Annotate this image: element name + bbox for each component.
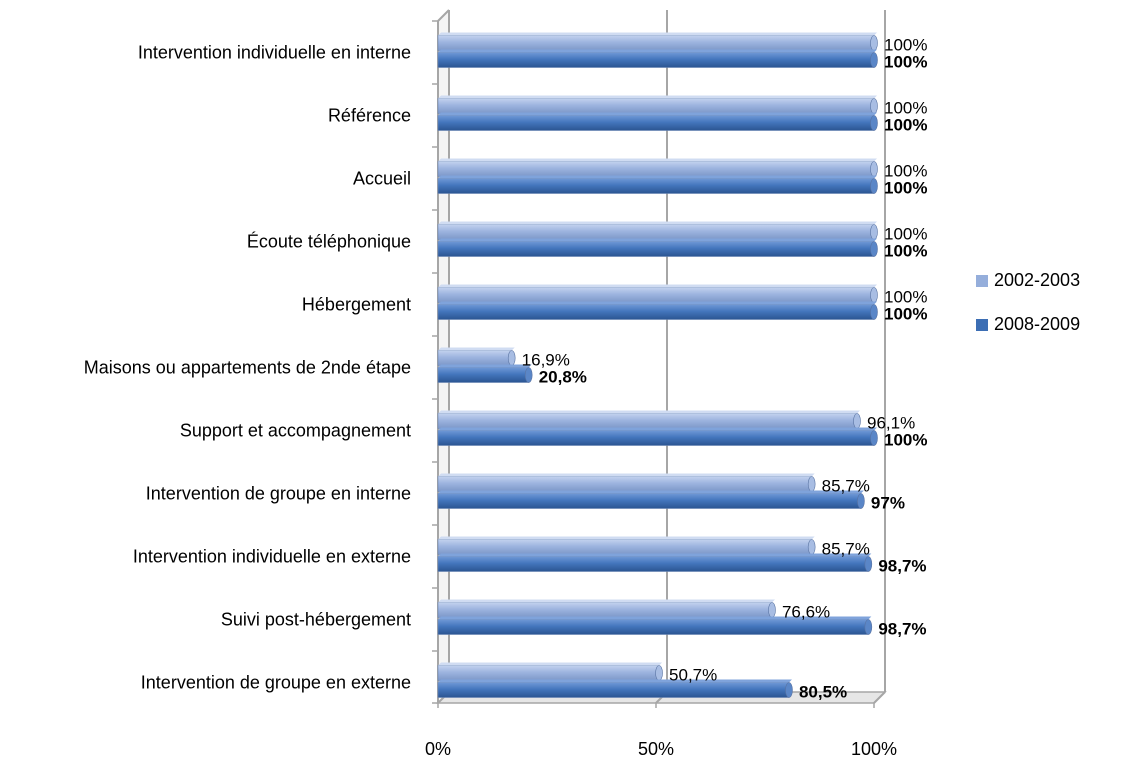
bar [437,284,878,303]
data-label: 98,7% [878,620,926,639]
bar [437,679,793,698]
bar [437,95,878,114]
data-label: 80,5% [799,683,847,702]
bar [437,49,878,68]
y-axis-top-edge [437,9,450,22]
bar [437,616,873,635]
data-label: 100% [884,99,927,118]
bar [437,553,873,572]
bar [437,32,878,51]
data-label: 85,7% [822,477,870,496]
data-label: 100% [884,36,927,55]
data-label: 16,9% [522,351,570,370]
bar [437,410,861,429]
legend: 2002-2003 2008-2009 [976,270,1080,334]
bar [437,662,663,681]
legend-swatch [976,319,988,331]
legend-swatch [976,275,988,287]
data-label: 100% [884,242,927,261]
category-label: Support et accompagnement [180,421,411,441]
category-label: Maisons ou appartements de 2nde étape [84,358,411,378]
x-tick-label: 100% [851,739,897,759]
category-label: Intervention de groupe en externe [141,673,411,693]
data-label: 50,7% [669,666,717,685]
legend-label: 2008-2009 [994,314,1080,334]
bar [437,301,878,320]
category-label: Référence [328,106,411,126]
data-label: 98,7% [878,557,926,576]
data-label: 20,8% [539,368,587,387]
bar [437,427,878,446]
data-label: 100% [884,162,927,181]
data-label: 97% [871,494,905,513]
category-label: Écoute téléphonique [247,232,411,252]
bar [437,158,878,177]
bar [437,221,878,240]
data-label: 100% [884,431,927,450]
bars [437,32,878,698]
x-tick-label: 0% [425,739,451,759]
category-label: Accueil [353,169,411,189]
category-label: Suivi post-hébergement [221,610,411,630]
bar [437,347,516,366]
data-label: 76,6% [782,603,830,622]
data-label: 100% [884,53,927,72]
data-label: 100% [884,179,927,198]
data-label: 100% [884,288,927,307]
category-label: Intervention individuelle en externe [133,547,411,567]
bar [437,112,878,131]
data-label: 96,1% [867,414,915,433]
legend-label: 2002-2003 [994,270,1080,290]
bar [437,473,816,492]
bar [437,238,878,257]
x-tick-label: 50% [638,739,674,759]
bar [437,536,816,555]
category-label: Intervention de groupe en interne [146,484,411,504]
data-label: 100% [884,116,927,135]
bar [437,490,865,509]
category-label: Hébergement [302,295,411,315]
data-label: 100% [884,225,927,244]
category-label: Intervention individuelle en interne [138,43,411,63]
bar [437,599,776,618]
data-label: 100% [884,305,927,324]
labels: 0% 50% 100% Intervention individuelle en in… [84,36,928,760]
gridline-floor [873,691,886,704]
bar [437,364,533,383]
data-label: 85,7% [822,540,870,559]
bar [437,175,878,194]
